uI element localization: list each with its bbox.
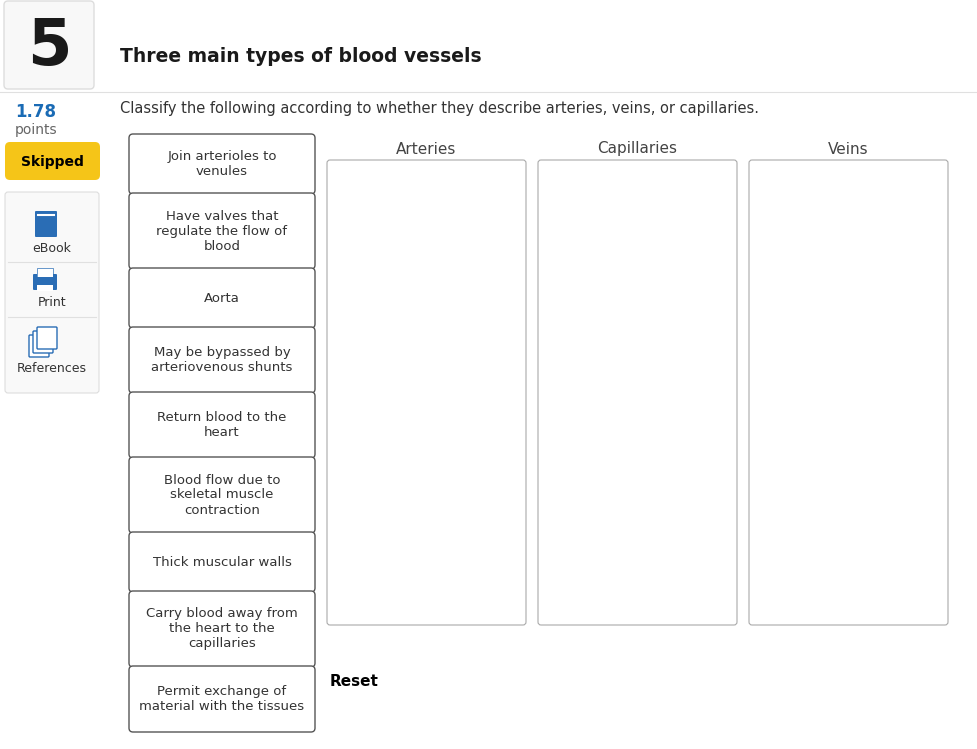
- FancyBboxPatch shape: [129, 268, 315, 328]
- Text: Aorta: Aorta: [204, 291, 239, 305]
- Text: Capillaries: Capillaries: [597, 142, 677, 157]
- Text: 1.78: 1.78: [15, 103, 56, 121]
- Text: Skipped: Skipped: [21, 155, 83, 169]
- FancyBboxPatch shape: [129, 532, 315, 592]
- Bar: [37, 285, 53, 291]
- FancyBboxPatch shape: [129, 134, 315, 194]
- Bar: [37, 268, 53, 277]
- Text: points: points: [15, 123, 58, 137]
- Text: Classify the following according to whether they describe arteries, veins, or ca: Classify the following according to whet…: [120, 100, 758, 115]
- Text: Three main types of blood vessels: Three main types of blood vessels: [120, 47, 481, 67]
- Text: Return blood to the
heart: Return blood to the heart: [157, 411, 286, 439]
- Text: Reset: Reset: [329, 675, 378, 690]
- Text: References: References: [17, 362, 87, 374]
- FancyBboxPatch shape: [33, 274, 57, 290]
- Text: Have valves that
regulate the flow of
blood: Have valves that regulate the flow of bl…: [156, 210, 287, 252]
- Text: Veins: Veins: [828, 142, 868, 157]
- FancyBboxPatch shape: [129, 327, 315, 393]
- FancyBboxPatch shape: [129, 193, 315, 269]
- FancyBboxPatch shape: [129, 457, 315, 533]
- FancyBboxPatch shape: [4, 1, 94, 89]
- FancyBboxPatch shape: [29, 335, 49, 357]
- Text: Arteries: Arteries: [396, 142, 456, 157]
- Text: Carry blood away from
the heart to the
capillaries: Carry blood away from the heart to the c…: [146, 607, 298, 650]
- FancyBboxPatch shape: [5, 142, 100, 180]
- FancyBboxPatch shape: [129, 666, 315, 732]
- FancyBboxPatch shape: [748, 160, 947, 625]
- FancyBboxPatch shape: [33, 331, 53, 353]
- Text: Join arterioles to
venules: Join arterioles to venules: [167, 150, 276, 178]
- Text: eBook: eBook: [32, 241, 71, 255]
- FancyBboxPatch shape: [326, 160, 526, 625]
- Text: Permit exchange of
material with the tissues: Permit exchange of material with the tis…: [140, 685, 304, 713]
- FancyBboxPatch shape: [5, 192, 99, 393]
- Text: Blood flow due to
skeletal muscle
contraction: Blood flow due to skeletal muscle contra…: [163, 473, 280, 517]
- FancyBboxPatch shape: [537, 160, 737, 625]
- Text: Print: Print: [38, 297, 66, 309]
- FancyBboxPatch shape: [129, 392, 315, 458]
- FancyBboxPatch shape: [35, 211, 57, 237]
- Text: Thick muscular walls: Thick muscular walls: [152, 556, 291, 568]
- Text: 5: 5: [26, 16, 71, 78]
- Text: May be bypassed by
arteriovenous shunts: May be bypassed by arteriovenous shunts: [151, 346, 292, 374]
- FancyBboxPatch shape: [129, 591, 315, 667]
- FancyBboxPatch shape: [37, 327, 57, 349]
- Bar: [37, 268, 53, 277]
